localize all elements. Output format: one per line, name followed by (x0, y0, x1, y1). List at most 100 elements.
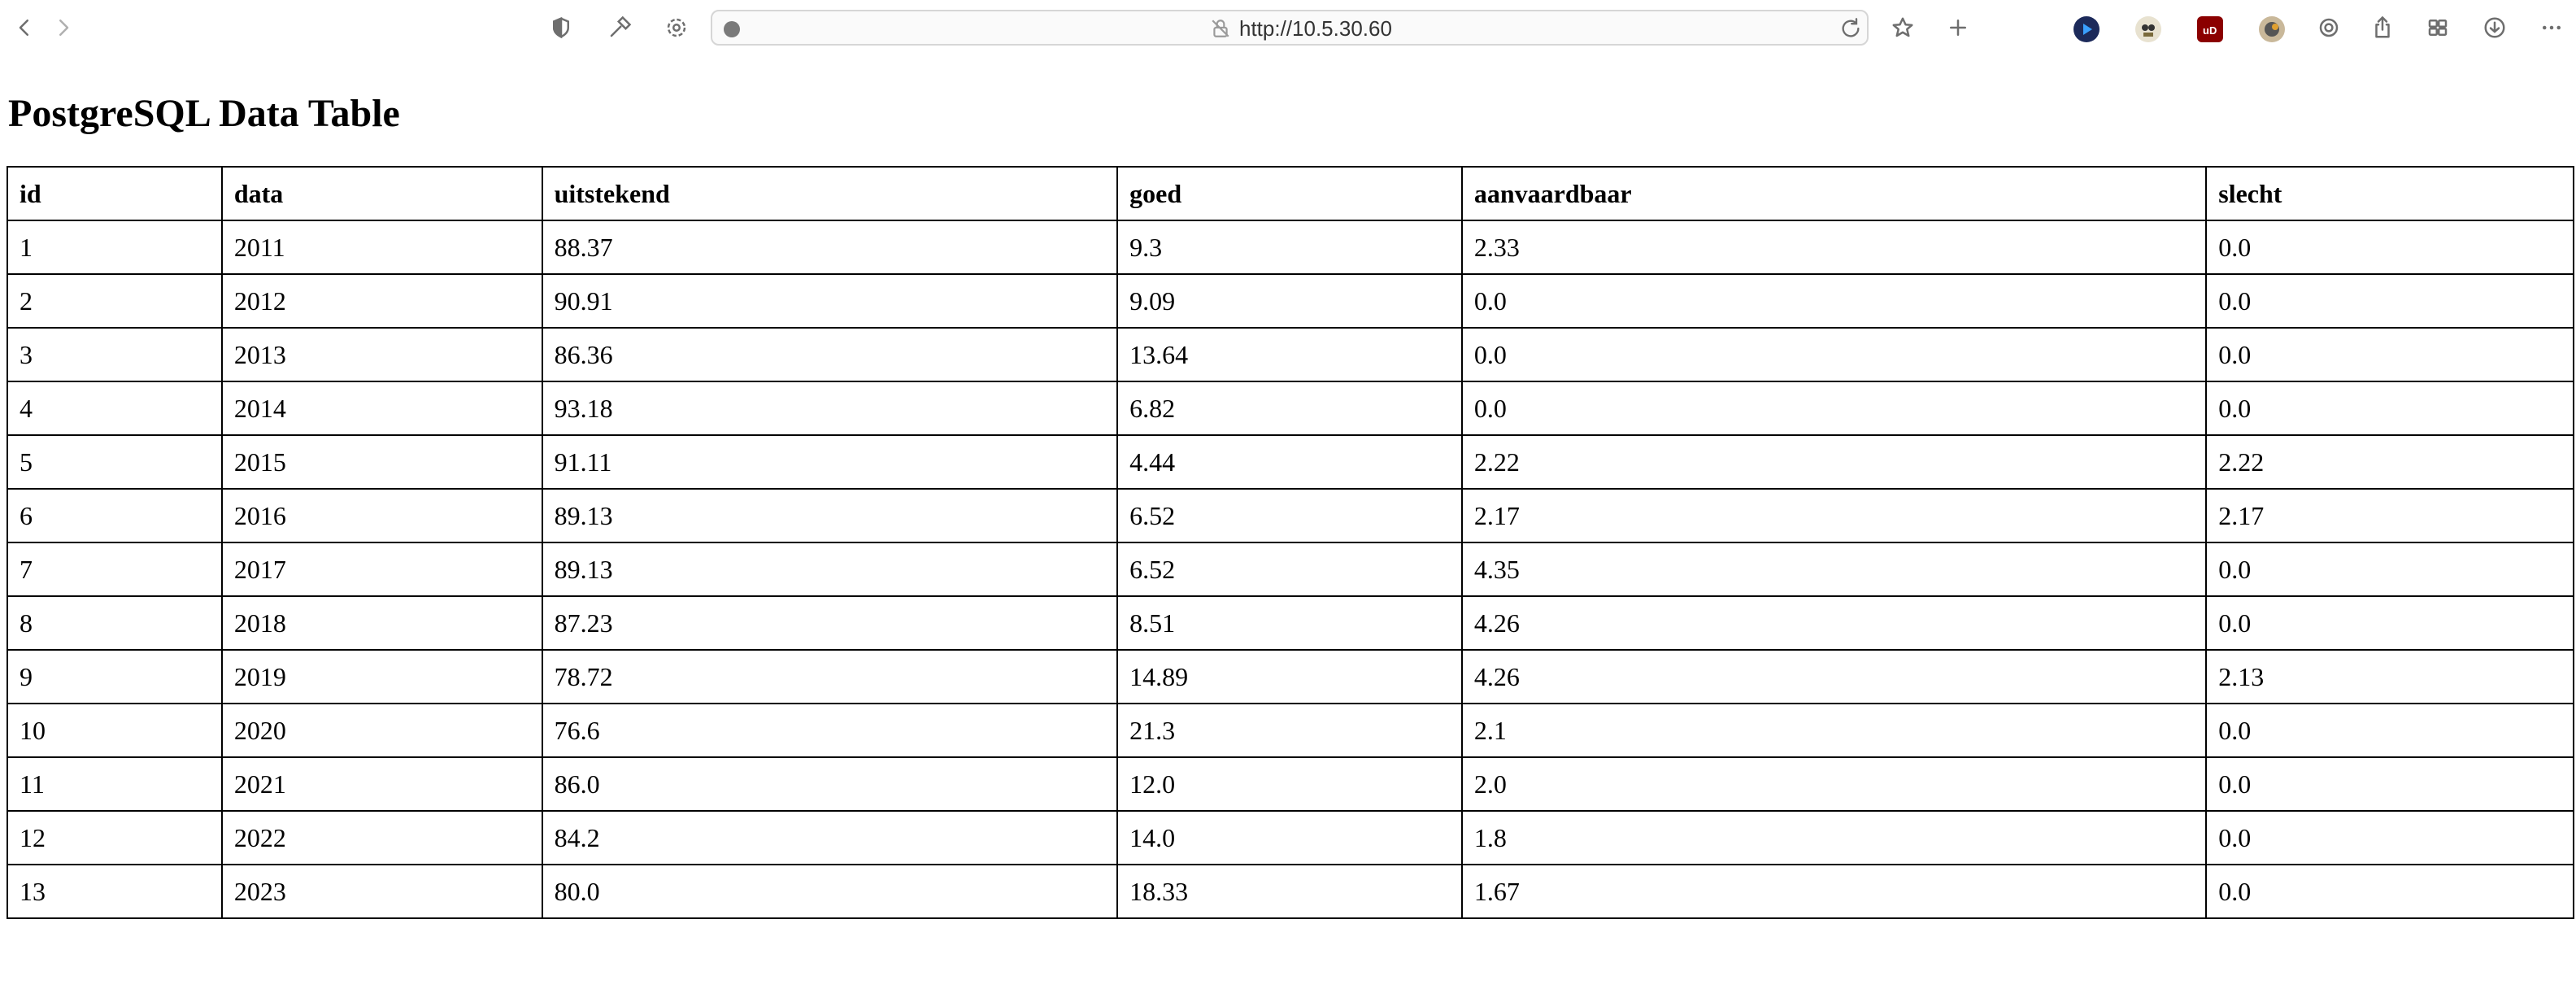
downloads-button[interactable] (2478, 11, 2511, 44)
cell-id: 10 (7, 703, 223, 758)
cell-data: 2017 (220, 542, 543, 597)
cell-uitstekend: 80.0 (541, 864, 1119, 919)
cell-data: 2013 (220, 327, 543, 382)
column-header-id: id (7, 166, 223, 221)
reader-button[interactable] (2313, 11, 2345, 44)
cell-slecht: 0.0 (2205, 810, 2574, 865)
cell-uitstekend: 93.18 (541, 381, 1119, 436)
table-row: 7 2017 89.13 6.52 4.35 0.0 (7, 542, 2574, 597)
cell-goed: 14.89 (1116, 649, 1463, 704)
table-body: 1 2011 88.37 9.3 2.33 0.0 2 2012 90.91 9.09 0.0 0.0… (7, 220, 2574, 919)
forward-button[interactable] (47, 11, 80, 44)
new-tab-button[interactable] (1942, 11, 1974, 44)
cell-slecht: 0.0 (2205, 273, 2574, 329)
cell-aanvaardbaar: 4.26 (1460, 649, 2208, 704)
cell-aanvaardbaar: 2.33 (1460, 220, 2208, 275)
cell-id: 2 (7, 273, 223, 329)
site-info-icon[interactable] (724, 21, 740, 37)
table-row: 11 2021 86.0 12.0 2.0 0.0 (7, 756, 2574, 812)
cell-data: 2015 (220, 434, 543, 490)
hammer-icon (610, 15, 632, 37)
bookmark-button[interactable] (1886, 11, 1919, 44)
cell-aanvaardbaar: 2.22 (1460, 434, 2208, 490)
cell-uitstekend: 87.23 (541, 595, 1119, 651)
cell-id: 12 (7, 810, 223, 865)
shield-half-icon (553, 16, 569, 39)
cell-id: 4 (7, 381, 223, 436)
cell-aanvaardbaar: 2.0 (1460, 756, 2208, 812)
more-button[interactable] (2535, 11, 2568, 44)
table-row: 10 2020 76.6 21.3 2.1 0.0 (7, 703, 2574, 758)
cell-id: 7 (7, 542, 223, 597)
cell-id: 5 (7, 434, 223, 490)
cell-data: 2018 (220, 595, 543, 651)
extension-player-icon[interactable] (2073, 16, 2100, 42)
cell-data: 2021 (220, 756, 543, 812)
cell-uitstekend: 90.91 (541, 273, 1119, 329)
insecure-lock-icon (1212, 20, 1229, 37)
chevron-left-icon (19, 20, 28, 36)
table-row: 8 2018 87.23 8.51 4.26 0.0 (7, 595, 2574, 651)
column-header-data: data (220, 166, 543, 221)
cell-aanvaardbaar: 1.8 (1460, 810, 2208, 865)
cell-uitstekend: 78.72 (541, 649, 1119, 704)
cell-aanvaardbaar: 2.17 (1460, 488, 2208, 543)
ellipsis-icon (2543, 25, 2561, 30)
tools-button[interactable] (603, 11, 636, 44)
address-bar[interactable]: http://10.5.30.60 (711, 10, 1869, 46)
cell-slecht: 0.0 (2205, 756, 2574, 812)
grid-icon (2428, 20, 2448, 36)
cell-goed: 9.09 (1116, 273, 1463, 329)
cell-aanvaardbaar: 0.0 (1460, 381, 2208, 436)
settings-button[interactable] (660, 11, 693, 44)
table-row: 13 2023 80.0 18.33 1.67 0.0 (7, 864, 2574, 919)
table-row: 5 2015 91.11 4.44 2.22 2.22 (7, 434, 2574, 490)
cell-id: 13 (7, 864, 223, 919)
cell-slecht: 0.0 (2205, 220, 2574, 275)
cell-goed: 18.33 (1116, 864, 1463, 919)
cell-slecht: 2.17 (2205, 488, 2574, 543)
cell-goed: 13.64 (1116, 327, 1463, 382)
table-row: 6 2016 89.13 6.52 2.17 2.17 (7, 488, 2574, 543)
cell-uitstekend: 89.13 (541, 488, 1119, 543)
cell-id: 9 (7, 649, 223, 704)
column-header-uitstekend: uitstekend (541, 166, 1119, 221)
cell-aanvaardbaar: 1.67 (1460, 864, 2208, 919)
url-text[interactable]: http://10.5.30.60 (1239, 16, 1392, 41)
cell-goed: 8.51 (1116, 595, 1463, 651)
data-table: id data uitstekend goed aanvaardbaar sle… (7, 166, 2574, 919)
extension-cat-icon[interactable] (2259, 16, 2285, 42)
share-button[interactable] (2366, 11, 2399, 44)
cell-aanvaardbaar: 0.0 (1460, 327, 2208, 382)
back-button[interactable] (8, 11, 41, 44)
cell-id: 8 (7, 595, 223, 651)
cell-uitstekend: 88.37 (541, 220, 1119, 275)
cell-goed: 6.82 (1116, 381, 1463, 436)
extension-owl-icon[interactable] (2135, 16, 2161, 42)
cell-goed: 21.3 (1116, 703, 1463, 758)
sidebar-button[interactable] (545, 11, 577, 44)
plus-icon (1950, 20, 1966, 36)
cell-aanvaardbaar: 2.1 (1460, 703, 2208, 758)
column-header-aanvaardbaar: aanvaardbaar (1460, 166, 2208, 221)
cell-goed: 14.0 (1116, 810, 1463, 865)
cell-data: 2020 (220, 703, 543, 758)
tab-overview-button[interactable] (2422, 11, 2454, 44)
cell-uitstekend: 76.6 (541, 703, 1119, 758)
svg-text:uD: uD (2203, 24, 2217, 37)
table-row: 1 2011 88.37 9.3 2.33 0.0 (7, 220, 2574, 275)
cell-goed: 6.52 (1116, 542, 1463, 597)
cell-data: 2022 (220, 810, 543, 865)
ublock-origin-icon[interactable]: uD (2197, 16, 2223, 42)
cell-data: 2012 (220, 273, 543, 329)
share-icon (2375, 16, 2390, 38)
cell-aanvaardbaar: 0.0 (1460, 273, 2208, 329)
cell-goed: 4.44 (1116, 434, 1463, 490)
cell-id: 3 (7, 327, 223, 382)
cell-slecht: 0.0 (2205, 595, 2574, 651)
cell-uitstekend: 86.36 (541, 327, 1119, 382)
reload-icon[interactable] (1839, 17, 1862, 40)
page-title: PostgreSQL Data Table (8, 92, 400, 135)
star-icon (1892, 17, 1913, 37)
cell-slecht: 0.0 (2205, 327, 2574, 382)
